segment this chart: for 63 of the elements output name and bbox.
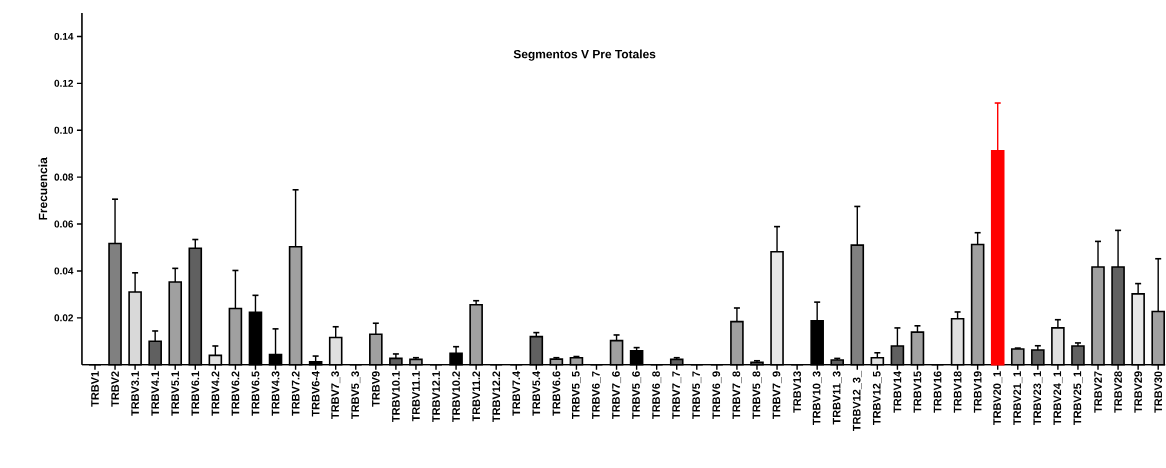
x-tick-label: TRBV6.6 bbox=[552, 371, 561, 416]
x-tick-label: TRBV11_3 bbox=[832, 371, 842, 425]
x-tick-label: TRBV5_3 bbox=[351, 371, 361, 420]
x-tick-label: TRBV4.2 bbox=[211, 371, 220, 416]
x-tick-label: TRBV28 bbox=[1114, 371, 1122, 413]
x-tick-label: TRBV7_8 bbox=[732, 371, 742, 420]
x-tick-label: TRBV10.2 bbox=[452, 371, 460, 423]
y-tick-label: 0.06 bbox=[54, 220, 74, 228]
x-tick-label: TRBV18 bbox=[953, 371, 962, 413]
x-tick-label: TRBV29 bbox=[1134, 371, 1143, 413]
x-tick-label: TRBV15 bbox=[913, 371, 922, 413]
x-tick-label: TRBV11.1 bbox=[412, 371, 420, 422]
x-tick-label: TRBV6-4 bbox=[311, 371, 320, 417]
x-tick-label: TRBV9 bbox=[371, 371, 380, 407]
x-tick-label: TRBV4.3 bbox=[271, 371, 280, 416]
x-tick-label: TRBV13 bbox=[793, 371, 801, 413]
x-tick-label: TRBV6.5 bbox=[251, 371, 260, 416]
x-tick-label: TRBV14 bbox=[893, 371, 902, 413]
x-tick-label: TRBV10_3 bbox=[812, 371, 822, 426]
x-tick-label: TRBV5.1 bbox=[171, 371, 180, 416]
x-tick-label: TRBV7_6 bbox=[612, 371, 622, 420]
x-tick-label: TRBV12_3_ bbox=[852, 371, 862, 432]
x-tick-label: TRBV12_5 bbox=[872, 371, 882, 426]
x-tick-label: TRBV7.2 bbox=[291, 371, 300, 416]
x-tick-label: TRBV6_9 bbox=[712, 371, 722, 420]
y-tick-label: 0.02 bbox=[54, 314, 74, 322]
x-tick-label: TRBV5_8 bbox=[752, 371, 762, 420]
x-tick-label: TRBV5.4 bbox=[532, 371, 541, 416]
x-tick-label: TRBV7_7 bbox=[672, 371, 682, 420]
x-tick-label: TRBV1 bbox=[91, 371, 99, 407]
y-tick-label: 0.10 bbox=[54, 126, 74, 134]
x-tick-label: TRBV12.1 bbox=[432, 371, 440, 423]
x-tick-label: TRBV25_1 bbox=[1073, 371, 1083, 426]
x-tick-label: TRBV6.2 bbox=[231, 371, 240, 416]
x-tick-label: TRBV2 bbox=[111, 371, 119, 407]
x-tick-label: TRBV30 bbox=[1154, 371, 1163, 413]
x-tick-label: TRBV6.1 bbox=[191, 371, 200, 416]
x-tick-label: TRBV5_7 bbox=[692, 371, 702, 420]
x-tick-label: TRBV19 bbox=[973, 371, 982, 413]
x-tick-label: TRBV27 bbox=[1094, 371, 1102, 413]
x-tick-label: TRBV5_5 bbox=[572, 371, 581, 420]
x-tick-label: TRBV12.2 bbox=[492, 371, 501, 423]
x-tick-label: TRBV24_1 bbox=[1053, 371, 1063, 426]
y-axis-title: Frecuencia bbox=[38, 157, 48, 220]
text: Segmentos V Pre Totales bbox=[513, 49, 656, 61]
x-tick-label: TRBV7_9 bbox=[772, 371, 782, 420]
x-tick-label: TRBV11.2 bbox=[472, 371, 480, 422]
x-tick-label: TRBV20_1 bbox=[993, 371, 1003, 426]
x-tick-label: TRBV7.4 bbox=[512, 371, 521, 416]
x-tick-label: TRBV21_1 bbox=[1013, 371, 1023, 426]
y-tick-label: 0.08 bbox=[54, 173, 74, 181]
y-tick-label: 0.04 bbox=[54, 267, 74, 275]
y-tick-label: 0.14 bbox=[54, 33, 74, 41]
x-tick-label: TRBV16 bbox=[933, 371, 942, 413]
x-tick-label: TRBV23_1 bbox=[1033, 371, 1043, 426]
x-tick-label: TRBV7_3 bbox=[331, 371, 341, 420]
x-tick-label: TRBV4.1 bbox=[151, 371, 159, 416]
y-tick-label: 0.12 bbox=[54, 79, 74, 88]
x-tick-label: TRBV6_7 bbox=[592, 371, 601, 420]
x-tick-label: TRBV3.1 bbox=[131, 371, 139, 416]
x-tick-label: TRBV6_8 bbox=[652, 371, 662, 420]
x-tick-label: TRBV5_6 bbox=[632, 371, 642, 420]
x-tick-label: TRBV10.1 bbox=[392, 371, 400, 423]
